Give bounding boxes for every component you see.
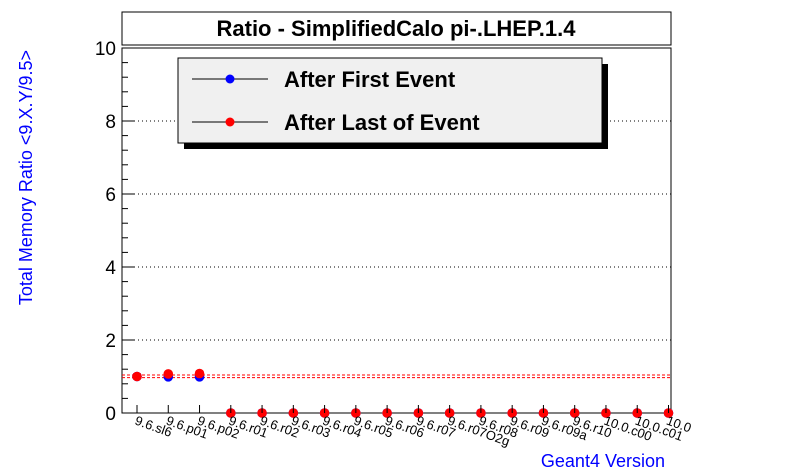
legend: After First Event After Last of Event xyxy=(177,57,608,149)
y-tick-label: 4 xyxy=(105,258,116,279)
point-last-event xyxy=(132,371,142,382)
y-tick-label: 0 xyxy=(105,404,116,425)
y-tick-label: 6 xyxy=(105,185,116,206)
legend-marker-first-event xyxy=(225,74,235,84)
y-axis-title: Total Memory Ratio <9.X.Y/9.5> xyxy=(16,50,36,305)
legend-box xyxy=(177,57,603,144)
y-tick-label: 10 xyxy=(95,39,116,60)
point-last-event xyxy=(163,369,174,379)
y-axis-ticks: 0 2 4 6 8 10 xyxy=(95,39,134,425)
chart-title: Ratio - SimplifiedCalo pi-.LHEP.1.4 xyxy=(217,16,577,41)
legend-label-first-event: After First Event xyxy=(284,67,456,92)
legend-marker-last-event xyxy=(225,117,235,127)
y-tick-label: 2 xyxy=(105,331,116,352)
y-tick-label: 8 xyxy=(105,112,116,133)
legend-label-last-event: After Last of Event xyxy=(284,110,480,135)
reference-lines xyxy=(122,374,671,379)
x-axis-title: Geant4 Version xyxy=(541,451,665,471)
title-box xyxy=(121,11,672,46)
point-last-event xyxy=(194,368,205,379)
